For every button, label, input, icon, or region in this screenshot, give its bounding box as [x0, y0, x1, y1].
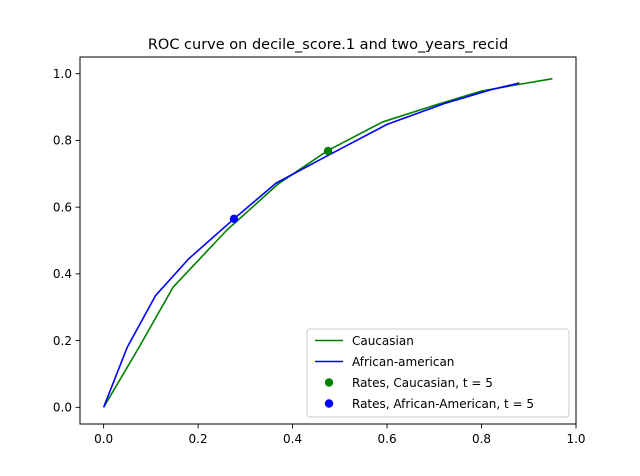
series-point-rates-caucasian-t-5 — [323, 146, 333, 156]
y-tick-label: 1.0 — [53, 67, 72, 81]
y-axis: 0.0 0.2 0.4 0.6 0.8 1.0 — [53, 67, 80, 415]
x-tick-label: 0.4 — [283, 432, 302, 446]
y-tick-label: 0.0 — [53, 401, 72, 415]
legend-label-rates-african-american-t-5: Rates, African-American, t = 5 — [352, 397, 534, 411]
y-tick-label: 0.4 — [53, 267, 72, 281]
x-tick-label: 0.2 — [189, 432, 208, 446]
legend-label-african-american: African-american — [352, 355, 454, 369]
legend-box — [306, 328, 570, 418]
legend-label-caucasian: Caucasian — [352, 334, 414, 348]
y-tick-label: 0.8 — [53, 134, 72, 148]
legend-label-rates-caucasian-t-5: Rates, Caucasian, t = 5 — [352, 376, 493, 390]
x-tick-label: 1.0 — [566, 432, 585, 446]
x-tick-label: 0.6 — [378, 432, 397, 446]
plot-frame — [79, 56, 577, 425]
x-tick-label: 0.8 — [472, 432, 491, 446]
series-line-african-american — [102, 82, 520, 408]
x-tick-label: 0.0 — [94, 432, 113, 446]
x-axis: 0.0 0.2 0.4 0.6 0.8 1.0 — [94, 424, 586, 446]
y-tick-label: 0.6 — [53, 200, 72, 214]
legend: Caucasian African-american Rates, Caucasia… — [306, 328, 570, 418]
legend-swatch-rates-caucasian-t-5 — [324, 378, 334, 387]
series-point-rates-african-american-t-5 — [229, 214, 239, 224]
y-tick-label: 0.2 — [53, 334, 72, 348]
legend-swatch-rates-african-american-t-5 — [324, 399, 334, 408]
chart-title: ROC curve on decile_score.1 and two_year… — [148, 37, 508, 53]
series-layer — [102, 77, 553, 408]
